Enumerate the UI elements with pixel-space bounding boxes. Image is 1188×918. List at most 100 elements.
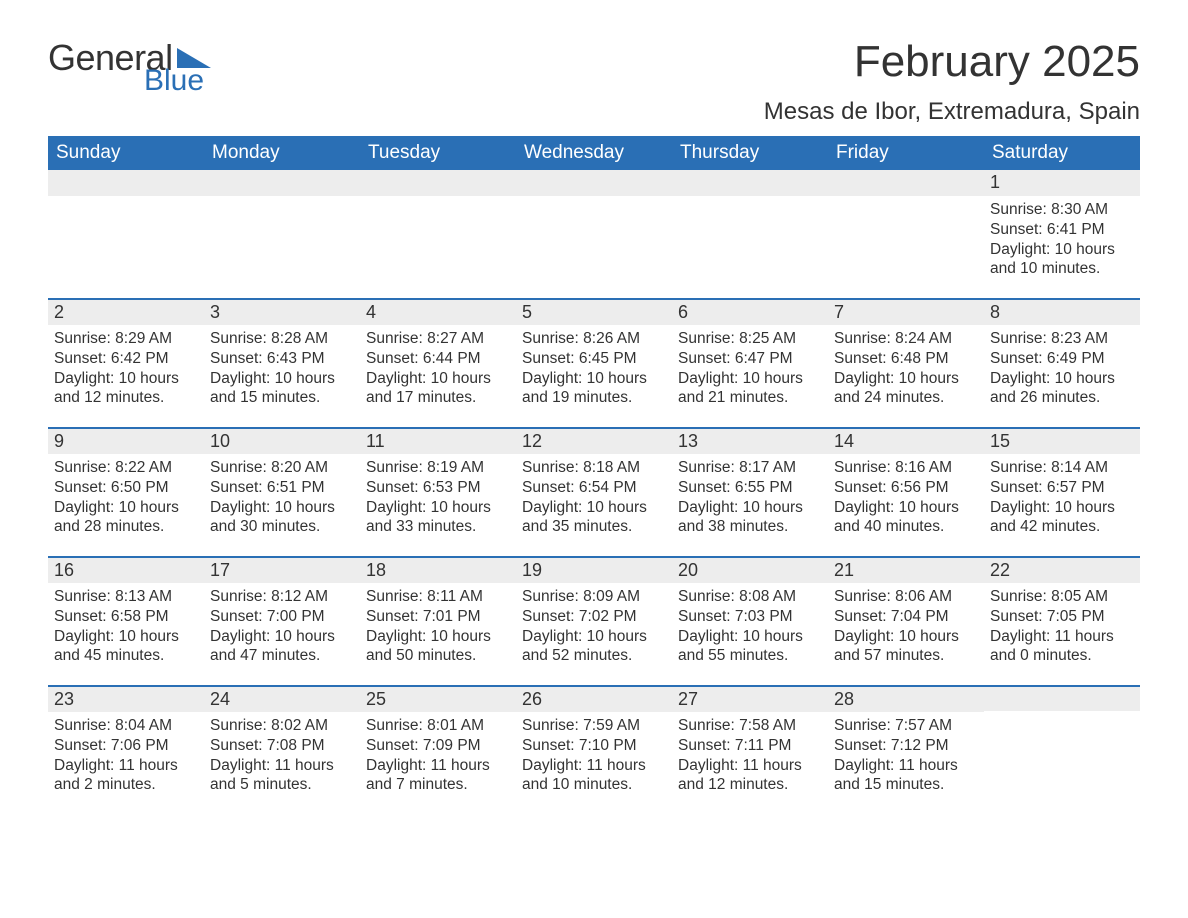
sunset-text: Sunset: 6:53 PM xyxy=(366,478,510,498)
day-number xyxy=(828,170,984,196)
day-content: Sunrise: 8:28 AMSunset: 6:43 PMDaylight:… xyxy=(204,325,360,427)
day-content: Sunrise: 8:30 AMSunset: 6:41 PMDaylight:… xyxy=(984,196,1140,298)
day-cell xyxy=(204,170,360,298)
day-content: Sunrise: 8:24 AMSunset: 6:48 PMDaylight:… xyxy=(828,325,984,427)
sunset-text: Sunset: 6:49 PM xyxy=(990,349,1134,369)
week-row: 1Sunrise: 8:30 AMSunset: 6:41 PMDaylight… xyxy=(48,170,1140,298)
sunset-text: Sunset: 7:00 PM xyxy=(210,607,354,627)
day-number: 12 xyxy=(516,427,672,454)
day-content: Sunrise: 7:58 AMSunset: 7:11 PMDaylight:… xyxy=(672,712,828,814)
day-cell xyxy=(48,170,204,298)
day-number: 9 xyxy=(48,427,204,454)
sunrise-text: Sunrise: 8:23 AM xyxy=(990,329,1134,349)
day-content: Sunrise: 8:23 AMSunset: 6:49 PMDaylight:… xyxy=(984,325,1140,427)
day-content xyxy=(828,196,984,298)
weekday-header: Sunday xyxy=(48,136,204,170)
sunset-text: Sunset: 7:05 PM xyxy=(990,607,1134,627)
sunrise-text: Sunrise: 8:25 AM xyxy=(678,329,822,349)
sunrise-text: Sunrise: 8:02 AM xyxy=(210,716,354,736)
day-number: 21 xyxy=(828,556,984,583)
title-block: February 2025 Mesas de Ibor, Extremadura… xyxy=(764,40,1140,126)
sunset-text: Sunset: 6:43 PM xyxy=(210,349,354,369)
day-number: 7 xyxy=(828,298,984,325)
daylight-text: Daylight: 10 hours and 52 minutes. xyxy=(522,627,666,667)
day-number xyxy=(48,170,204,196)
day-cell: 25Sunrise: 8:01 AMSunset: 7:09 PMDayligh… xyxy=(360,685,516,814)
day-cell: 28Sunrise: 7:57 AMSunset: 7:12 PMDayligh… xyxy=(828,685,984,814)
day-number: 26 xyxy=(516,685,672,712)
sunrise-text: Sunrise: 8:06 AM xyxy=(834,587,978,607)
sunrise-text: Sunrise: 8:24 AM xyxy=(834,329,978,349)
page: General Blue February 2025 Mesas de Ibor… xyxy=(0,0,1188,918)
day-cell: 19Sunrise: 8:09 AMSunset: 7:02 PMDayligh… xyxy=(516,556,672,685)
sunrise-text: Sunrise: 8:13 AM xyxy=(54,587,198,607)
day-content: Sunrise: 8:29 AMSunset: 6:42 PMDaylight:… xyxy=(48,325,204,427)
day-cell: 11Sunrise: 8:19 AMSunset: 6:53 PMDayligh… xyxy=(360,427,516,556)
day-content: Sunrise: 8:19 AMSunset: 6:53 PMDaylight:… xyxy=(360,454,516,556)
day-content: Sunrise: 8:16 AMSunset: 6:56 PMDaylight:… xyxy=(828,454,984,556)
day-content xyxy=(984,711,1140,813)
sunrise-text: Sunrise: 8:04 AM xyxy=(54,716,198,736)
daylight-text: Daylight: 10 hours and 38 minutes. xyxy=(678,498,822,538)
day-cell xyxy=(360,170,516,298)
sunrise-text: Sunrise: 8:08 AM xyxy=(678,587,822,607)
day-number: 2 xyxy=(48,298,204,325)
day-cell: 26Sunrise: 7:59 AMSunset: 7:10 PMDayligh… xyxy=(516,685,672,814)
location: Mesas de Ibor, Extremadura, Spain xyxy=(764,98,1140,126)
weekday-header: Wednesday xyxy=(516,136,672,170)
weeks-container: 1Sunrise: 8:30 AMSunset: 6:41 PMDaylight… xyxy=(48,170,1140,814)
day-number: 5 xyxy=(516,298,672,325)
day-number: 8 xyxy=(984,298,1140,325)
sunrise-text: Sunrise: 8:20 AM xyxy=(210,458,354,478)
day-cell: 13Sunrise: 8:17 AMSunset: 6:55 PMDayligh… xyxy=(672,427,828,556)
day-cell: 15Sunrise: 8:14 AMSunset: 6:57 PMDayligh… xyxy=(984,427,1140,556)
day-cell: 4Sunrise: 8:27 AMSunset: 6:44 PMDaylight… xyxy=(360,298,516,427)
day-content: Sunrise: 8:14 AMSunset: 6:57 PMDaylight:… xyxy=(984,454,1140,556)
day-number: 19 xyxy=(516,556,672,583)
week-row: 2Sunrise: 8:29 AMSunset: 6:42 PMDaylight… xyxy=(48,298,1140,427)
sunset-text: Sunset: 6:42 PM xyxy=(54,349,198,369)
sunrise-text: Sunrise: 8:14 AM xyxy=(990,458,1134,478)
sunrise-text: Sunrise: 8:05 AM xyxy=(990,587,1134,607)
sunrise-text: Sunrise: 8:17 AM xyxy=(678,458,822,478)
daylight-text: Daylight: 10 hours and 17 minutes. xyxy=(366,369,510,409)
day-cell: 6Sunrise: 8:25 AMSunset: 6:47 PMDaylight… xyxy=(672,298,828,427)
sunrise-text: Sunrise: 8:26 AM xyxy=(522,329,666,349)
sunset-text: Sunset: 6:57 PM xyxy=(990,478,1134,498)
day-cell: 5Sunrise: 8:26 AMSunset: 6:45 PMDaylight… xyxy=(516,298,672,427)
day-cell: 27Sunrise: 7:58 AMSunset: 7:11 PMDayligh… xyxy=(672,685,828,814)
daylight-text: Daylight: 10 hours and 12 minutes. xyxy=(54,369,198,409)
day-number: 20 xyxy=(672,556,828,583)
day-number: 22 xyxy=(984,556,1140,583)
day-cell: 9Sunrise: 8:22 AMSunset: 6:50 PMDaylight… xyxy=(48,427,204,556)
day-content: Sunrise: 8:09 AMSunset: 7:02 PMDaylight:… xyxy=(516,583,672,685)
sunrise-text: Sunrise: 7:58 AM xyxy=(678,716,822,736)
weekday-header: Monday xyxy=(204,136,360,170)
day-content: Sunrise: 8:11 AMSunset: 7:01 PMDaylight:… xyxy=(360,583,516,685)
day-content xyxy=(360,196,516,298)
day-cell: 18Sunrise: 8:11 AMSunset: 7:01 PMDayligh… xyxy=(360,556,516,685)
weekday-header: Tuesday xyxy=(360,136,516,170)
day-content: Sunrise: 8:18 AMSunset: 6:54 PMDaylight:… xyxy=(516,454,672,556)
sunset-text: Sunset: 7:09 PM xyxy=(366,736,510,756)
day-content: Sunrise: 8:12 AMSunset: 7:00 PMDaylight:… xyxy=(204,583,360,685)
day-cell: 23Sunrise: 8:04 AMSunset: 7:06 PMDayligh… xyxy=(48,685,204,814)
day-cell: 12Sunrise: 8:18 AMSunset: 6:54 PMDayligh… xyxy=(516,427,672,556)
sunset-text: Sunset: 7:06 PM xyxy=(54,736,198,756)
sunset-text: Sunset: 7:11 PM xyxy=(678,736,822,756)
sunrise-text: Sunrise: 8:27 AM xyxy=(366,329,510,349)
sunset-text: Sunset: 7:03 PM xyxy=(678,607,822,627)
day-cell: 2Sunrise: 8:29 AMSunset: 6:42 PMDaylight… xyxy=(48,298,204,427)
weekday-header: Saturday xyxy=(984,136,1140,170)
daylight-text: Daylight: 10 hours and 55 minutes. xyxy=(678,627,822,667)
day-number: 14 xyxy=(828,427,984,454)
sunset-text: Sunset: 7:02 PM xyxy=(522,607,666,627)
daylight-text: Daylight: 10 hours and 57 minutes. xyxy=(834,627,978,667)
sunrise-text: Sunrise: 8:30 AM xyxy=(990,200,1134,220)
daylight-text: Daylight: 11 hours and 5 minutes. xyxy=(210,756,354,796)
day-content xyxy=(672,196,828,298)
sunset-text: Sunset: 7:12 PM xyxy=(834,736,978,756)
sunset-text: Sunset: 7:10 PM xyxy=(522,736,666,756)
day-number: 23 xyxy=(48,685,204,712)
day-cell xyxy=(828,170,984,298)
